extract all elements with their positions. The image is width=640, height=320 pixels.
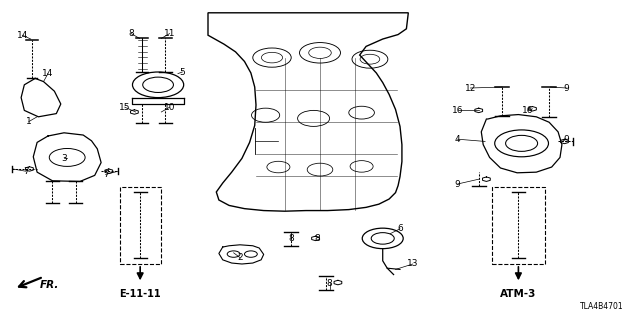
Text: 8: 8 — [129, 29, 134, 38]
Text: FR.: FR. — [40, 280, 59, 290]
Bar — [492, 187, 545, 264]
Text: ATM-3: ATM-3 — [500, 289, 536, 299]
Text: 1: 1 — [26, 117, 31, 126]
Text: 4: 4 — [455, 135, 460, 144]
Text: 16: 16 — [452, 106, 463, 115]
Text: 2: 2 — [237, 253, 243, 262]
Text: 8: 8 — [327, 279, 332, 288]
Text: 7: 7 — [103, 170, 108, 179]
Text: 14: 14 — [42, 69, 54, 78]
Text: 8: 8 — [314, 234, 319, 243]
Text: 11: 11 — [164, 29, 175, 38]
Text: 12: 12 — [465, 84, 476, 92]
Text: 9: 9 — [455, 180, 460, 188]
Text: 10: 10 — [164, 103, 175, 112]
Text: 9: 9 — [564, 135, 569, 144]
Text: 3: 3 — [61, 154, 67, 163]
Text: 5: 5 — [180, 68, 185, 76]
Text: E-11-11: E-11-11 — [119, 289, 161, 299]
Text: 16: 16 — [522, 106, 534, 115]
Text: 15: 15 — [119, 103, 131, 112]
Text: 9: 9 — [564, 84, 569, 92]
Text: TLA4B4701: TLA4B4701 — [580, 302, 624, 311]
Text: 6: 6 — [397, 224, 403, 233]
Text: 13: 13 — [407, 260, 419, 268]
Text: 8: 8 — [289, 234, 294, 243]
Bar — [120, 187, 161, 264]
Text: 7: 7 — [23, 167, 28, 176]
Text: 14: 14 — [17, 31, 28, 40]
